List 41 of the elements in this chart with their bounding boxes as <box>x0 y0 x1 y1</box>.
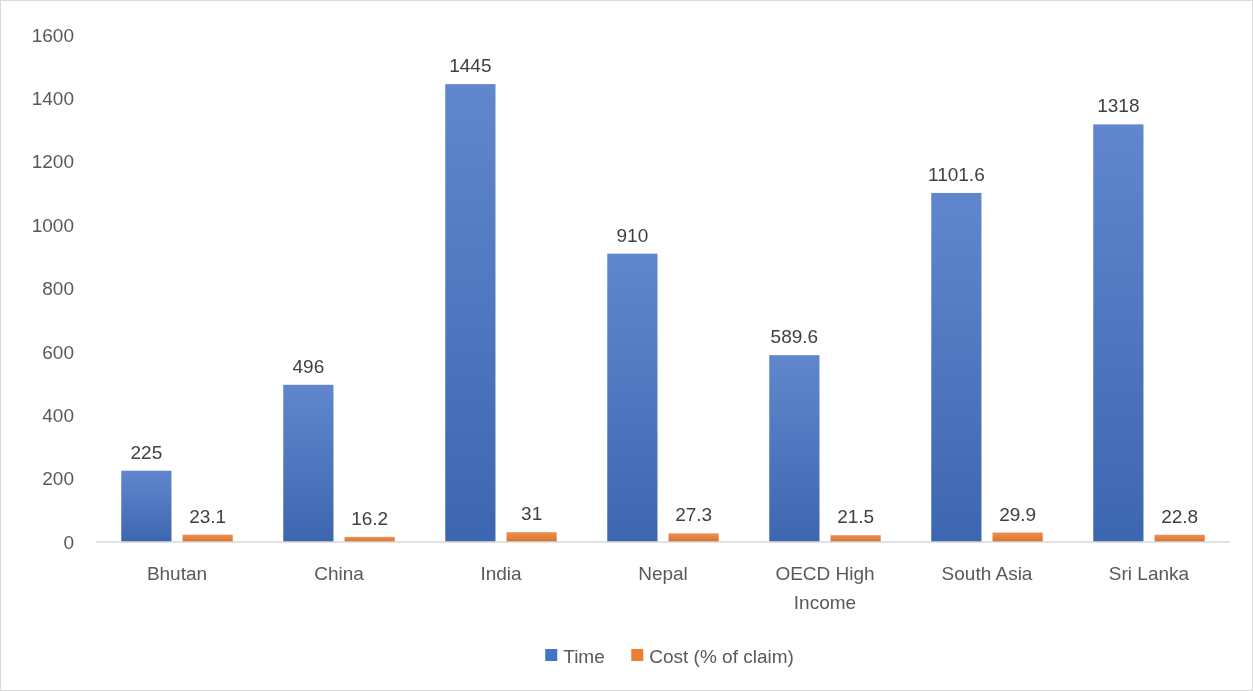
x-tick-label: OECD High Income <box>775 563 875 613</box>
x-tick-label: Sri Lanka <box>1108 563 1190 584</box>
legend-label: Cost (% of claim) <box>649 645 794 667</box>
y-tick-label: 400 <box>42 404 74 426</box>
data-label: 496 <box>292 355 325 377</box>
data-label: 22.8 <box>1161 505 1199 527</box>
x-tick-label: South Asia <box>941 563 1033 584</box>
y-tick-label: 200 <box>42 468 74 490</box>
data-label: 27.3 <box>675 504 713 526</box>
y-tick-label: 800 <box>42 278 74 300</box>
data-label: 1318 <box>1097 95 1140 117</box>
data-label: 23.1 <box>189 505 227 527</box>
y-tick-label: 1200 <box>31 151 74 173</box>
legend-label: Time <box>563 645 605 667</box>
data-label: 29.9 <box>999 503 1037 525</box>
x-tick-label: China <box>314 563 365 584</box>
bar <box>445 84 496 542</box>
data-label: 225 <box>130 441 163 463</box>
data-label: 21.5 <box>837 506 875 528</box>
bar <box>283 384 334 542</box>
x-tick-label: Bhutan <box>146 563 208 584</box>
x-tick-label: Nepal <box>638 563 688 584</box>
y-tick-label: 0 <box>63 531 74 553</box>
bar <box>607 253 658 542</box>
bar <box>769 355 820 542</box>
data-label: 1445 <box>449 55 492 77</box>
y-tick-label: 1600 <box>31 24 74 46</box>
data-label: 16.2 <box>351 507 389 529</box>
bar <box>506 532 557 542</box>
bar <box>931 192 982 542</box>
y-tick-label: 1000 <box>31 214 74 236</box>
y-tick-label: 600 <box>42 341 74 363</box>
data-label: 1101.6 <box>928 163 985 185</box>
data-label: 31 <box>521 503 543 525</box>
y-tick-label: 1400 <box>31 88 74 110</box>
data-label: 910 <box>616 224 649 246</box>
x-tick-label: India <box>480 563 523 584</box>
bar <box>1093 124 1144 542</box>
bar <box>668 533 719 542</box>
data-label: 589.6 <box>770 326 819 348</box>
bar <box>121 470 172 542</box>
